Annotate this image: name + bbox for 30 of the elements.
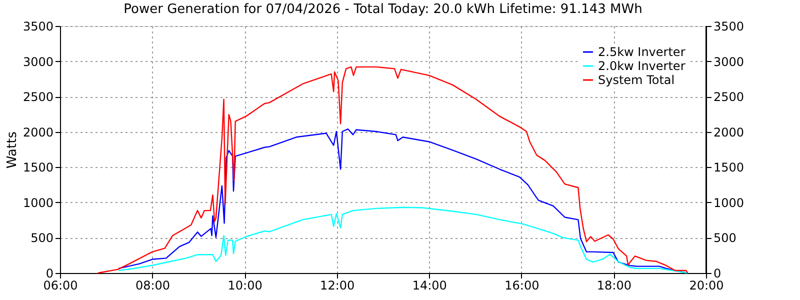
x-tick-label: 14:00 bbox=[412, 278, 447, 292]
line-series bbox=[118, 206, 688, 274]
x-tick-label: 06:00 bbox=[43, 278, 78, 292]
y2-tick-label: 2500 bbox=[714, 90, 744, 104]
y2-tick-label: 500 bbox=[714, 231, 736, 246]
legend-label: 2.0kw Inverter bbox=[598, 59, 686, 73]
legend-label: System Total bbox=[598, 73, 675, 87]
y2-tick-label: 1000 bbox=[714, 196, 744, 210]
x-tick-label: 10:00 bbox=[228, 278, 262, 292]
y-tick-label: 3500 bbox=[22, 20, 54, 34]
y2-tick-label: 3500 bbox=[714, 20, 744, 34]
y2-tick-label: 0 bbox=[714, 266, 722, 280]
x-tick-label: 20:00 bbox=[689, 278, 724, 292]
y-axis-title: Watts bbox=[4, 131, 20, 168]
y2-tick-label: 2000 bbox=[714, 125, 744, 140]
x-tick-label: 18:00 bbox=[596, 278, 632, 292]
y2-tick-label: 1500 bbox=[714, 160, 744, 175]
x-tick-label: 08:00 bbox=[135, 278, 170, 292]
y-tick-label: 500 bbox=[30, 231, 54, 246]
legend-label: 2.5kw Inverter bbox=[598, 45, 686, 59]
y-tick-label: 1000 bbox=[22, 196, 54, 210]
y-tick-label: 0 bbox=[46, 266, 54, 280]
y-tick-label: 2000 bbox=[22, 125, 54, 140]
x-tick-label: 12:00 bbox=[320, 278, 355, 292]
y-tick-label: 1500 bbox=[22, 160, 54, 175]
y-tick-label: 3000 bbox=[22, 54, 54, 69]
y-tick-label: 2500 bbox=[22, 90, 54, 104]
x-tick-label: 16:00 bbox=[504, 278, 540, 292]
y2-tick-label: 3000 bbox=[714, 54, 744, 69]
chart-title: Power Generation for 07/04/2026 - Total Today: 20.0 kWh Lifetime: 91.143 MWh bbox=[124, 2, 642, 17]
